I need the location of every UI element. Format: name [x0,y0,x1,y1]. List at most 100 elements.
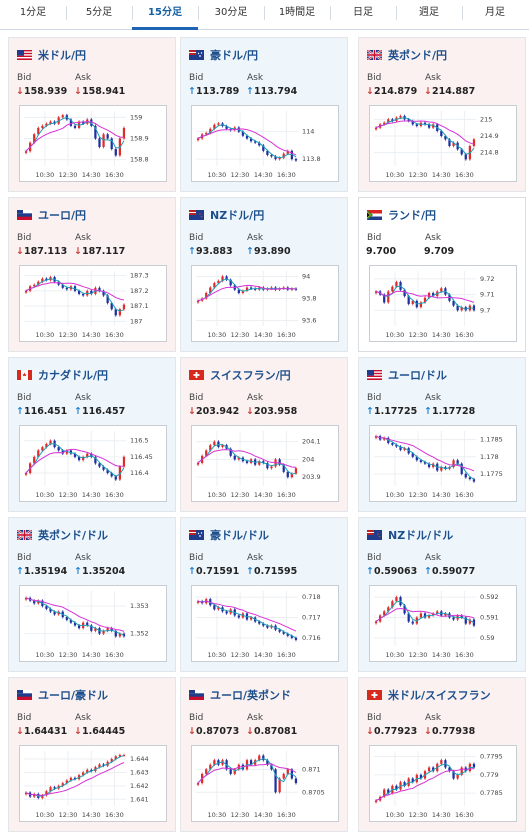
rate-card[interactable]: ユーロ/円 Bid Ask ↓187.113 ↓187.117 10:30 12:30 14:… [8,197,176,352]
x-tick-label: 14:30 [254,171,273,179]
tab-1分足[interactable]: 1分足 [19,7,47,18]
pair-title[interactable]: NZドル/ドル [367,528,523,542]
rate-card[interactable]: NZドル/円 Bid Ask ↑93.883 ↑93.890 10:30 12:30 14:3… [180,197,348,352]
candle-body [266,625,269,628]
arrow-up-icon: ↑ [366,566,374,577]
pair-title[interactable]: ランド/円 [367,208,523,222]
rate-card[interactable]: ユーロ/英ポンド Bid Ask ↓0.87073 ↓0.87081 10:30 12:30… [180,677,348,832]
mini-chart[interactable]: 10:30 12:30 14:30 16:30 9.72 9.71 9.7 [369,265,517,342]
y-tick-label: 214.8 [480,149,499,157]
bid-value: ↑1.35194 [16,566,67,577]
rate-card[interactable]: カナダドル/円 Bid Ask ↑116.451 ↑116.457 10:30 12:30 1… [8,357,176,512]
mini-chart[interactable]: 10:30 12:30 14:30 16:30 0.718 0.717 0.716 [191,585,339,662]
candle-body [391,286,394,292]
flag-eu-icon [189,690,204,700]
chart-svg: 10:30 12:30 14:30 16:30 114 113.8 [196,111,321,179]
ask-value-text: 9.709 [424,246,455,257]
x-tick-label: 14:30 [432,811,451,819]
pair-title[interactable]: スイスフラン/円 [189,368,345,382]
pair-title[interactable]: 米ドル/スイスフラン [367,688,523,702]
x-tick-label: 16:30 [455,811,474,819]
x-tick-label: 12:30 [59,491,78,499]
pair-title[interactable]: ユーロ/豪ドル [17,688,173,702]
bid-value-text: 1.64431 [23,726,68,737]
mini-chart[interactable]: 10:30 12:30 14:30 16:30 0.871 0.8705 [191,745,339,822]
mini-chart[interactable]: 10:30 12:30 14:30 16:30 0.7795 0.779 0.7785 [369,745,517,822]
rate-card[interactable]: 英ポンド/ドル Bid Ask ↑1.35194 ↑1.35204 10:30 12:30 1… [8,517,176,672]
y-tick-label: 93.6 [302,317,316,325]
candle-body [262,145,265,151]
pair-title[interactable]: 英ポンド/ドル [16,528,173,542]
candle-body [45,278,48,281]
mini-chart[interactable]: 10:30 12:30 14:30 16:30 187.3 187.2 187.1 187 [19,265,167,342]
rate-card[interactable]: ランド/円 Bid Ask 9.700 9.709 10:30 12:30 14:30 16:3… [358,197,526,352]
y-tick-label: 116.45 [130,453,153,461]
pair-title[interactable]: 米ドル/円 [17,48,173,62]
rate-card[interactable]: ユーロ/豪ドル Bid Ask ↓1.64431 ↓1.64445 10:30 12:30 1… [8,677,176,832]
pair-title[interactable]: 英ポンド/円 [366,48,523,62]
bid-value: ↑0.59063 [366,566,417,577]
mini-chart[interactable]: 10:30 12:30 14:30 16:30 1.644 1.643 1.642 1.641 [19,745,167,822]
tab-30分足[interactable]: 30分足 [198,0,264,30]
rate-card[interactable]: 豪ドル/円 Bid Ask ↑113.789 ↑113.794 10:30 12:30 14:… [180,37,348,192]
chart-svg: 10:30 12:30 14:30 16:30 0.871 0.8705 [196,751,325,819]
pair-title[interactable]: ユーロ/ドル [367,368,523,382]
candle-body [61,115,64,118]
arrow-down-icon: ↓ [16,246,24,257]
candle-body [213,760,216,765]
x-tick-label: 14:30 [432,171,451,179]
mini-chart[interactable]: 10:30 12:30 14:30 16:30 204.1 204 203.9 [191,425,339,502]
candle-body [49,787,52,792]
tab-週足[interactable]: 週足 [396,0,462,30]
tab-15分足[interactable]: 15分足 [132,0,198,30]
candle-body [468,619,472,624]
rate-card[interactable]: 英ポンド/円 Bid Ask ↓214.879 ↓214.887 10:30 12:30 14… [358,37,526,192]
pair-title[interactable]: カナダドル/円 [17,368,173,382]
candle-body [374,291,378,294]
mini-chart[interactable]: 10:30 12:30 14:30 16:30 0.592 0.591 0.59 [369,585,517,662]
tab-5分足[interactable]: 5分足 [66,0,132,30]
mini-chart[interactable]: 10:30 12:30 14:30 16:30 159 158.9 158.8 [19,105,167,182]
x-tick-label: 14:30 [82,171,101,179]
flag-eu-icon [17,690,32,700]
tab-日足[interactable]: 日足 [330,0,396,30]
y-tick-label: 215 [480,115,492,123]
mini-chart[interactable]: 10:30 12:30 14:30 16:30 1.1785 1.178 1.1775 [369,425,517,502]
rate-card[interactable]: スイスフラン/円 Bid Ask ↓203.942 ↓203.958 10:30 12:30… [180,357,348,512]
pair-title[interactable]: NZドル/円 [189,208,345,222]
x-tick-label: 10:30 [35,651,54,659]
candle-body [122,456,126,467]
rate-card[interactable]: 米ドル/スイスフラン Bid Ask ↓0.77923 ↓0.77938 10:30 12:… [358,677,526,832]
ma-long-line [375,290,475,303]
y-tick-label: 9.72 [480,275,494,283]
pair-title[interactable]: ユーロ/英ポンド [189,688,345,702]
mini-chart[interactable]: 10:30 12:30 14:30 16:30 215 214.9 214.8 [369,105,517,182]
pair-title[interactable]: 豪ドル/ドル [189,528,345,542]
pair-name: ユーロ/ドル [388,369,448,382]
candle-body [432,767,435,772]
mini-chart[interactable]: 10:30 12:30 14:30 16:30 1.353 1.352 [19,585,167,662]
rate-card[interactable]: NZドル/ドル Bid Ask ↑0.59063 ↑0.59077 10:30 12:30 1… [358,517,526,672]
candle-body [94,125,97,139]
pair-title[interactable]: ユーロ/円 [17,208,173,222]
bid-label: Bid [367,233,382,243]
mini-chart[interactable]: 10:30 12:30 14:30 16:30 114 113.8 [191,105,339,182]
mini-chart[interactable]: 10:30 12:30 14:30 16:30 94 93.8 93.6 [191,265,339,342]
x-tick-label: 16:30 [455,171,474,179]
ma-long-line [25,282,125,301]
bid-label: Bid [17,553,32,563]
rate-card[interactable]: ユーロ/ドル Bid Ask ↑1.17725 ↑1.17728 10:30 12:30 14… [358,357,526,512]
candle-body [229,448,232,456]
mini-chart[interactable]: 10:30 12:30 14:30 16:30 116.5 116.45 116.4 [19,425,167,502]
candle-body [245,287,249,291]
y-tick-label: 1.178 [480,453,499,461]
tab-1時間足[interactable]: 1時間足 [264,0,330,30]
rate-card[interactable]: 米ドル/円 Bid Ask ↓158.939 ↓158.941 10:30 12:30 14:… [8,37,176,192]
tab-月足[interactable]: 月足 [462,0,528,30]
pair-title[interactable]: 豪ドル/円 [189,48,345,62]
bid-value-text: 113.789 [195,86,240,97]
ask-value-text: 0.87081 [253,726,298,737]
rate-card[interactable]: 豪ドル/ドル Bid Ask ↑0.71591 ↑0.71595 10:30 12:30 14… [180,517,348,672]
candle-body [282,153,285,158]
candle-body [423,122,427,125]
